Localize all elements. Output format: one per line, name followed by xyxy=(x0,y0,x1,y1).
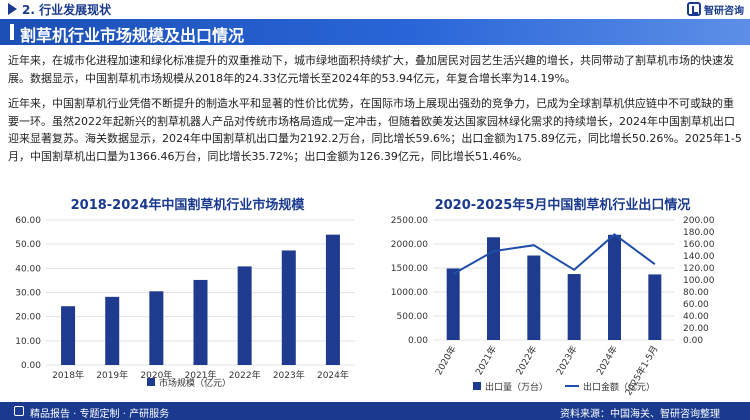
y-right-tick-label: 200.00 xyxy=(683,216,715,226)
y-left-tick-label: 0.00 xyxy=(408,336,428,346)
y-tick-label: 30.00 xyxy=(15,289,41,299)
chart-title-export: 2020-2025年5月中国割草机行业出口情况 xyxy=(434,198,691,213)
bar xyxy=(105,296,120,365)
x-tick-label: 2023年 xyxy=(553,344,579,378)
x-tick-label: 2024年 xyxy=(594,344,620,378)
y-right-tick-label: 160.00 xyxy=(683,240,715,250)
logo-text: 智研咨询 xyxy=(704,5,744,17)
y-tick-label: 0.00 xyxy=(21,361,41,371)
y-right-tick-label: 140.00 xyxy=(683,252,715,262)
x-tick-label: 2019年 xyxy=(96,369,128,381)
brand-logo: 智研咨询 xyxy=(687,1,744,17)
bar xyxy=(567,274,581,340)
y-right-tick-label: 80.00 xyxy=(683,288,709,298)
paragraph-export: 近年来，中国割草机行业凭借不断提升的制造水平和显著的性价比优势，在国际市场上展现… xyxy=(8,97,742,163)
bar xyxy=(325,234,340,365)
title-marker xyxy=(10,24,14,40)
chart-title-market-size: 2018-2024年中国割草机行业市场规模 xyxy=(70,198,305,213)
footer-logo-icon xyxy=(14,406,24,416)
y-right-tick-label: 180.00 xyxy=(683,228,715,238)
bar xyxy=(61,306,76,365)
x-tick-label: 2018年 xyxy=(52,369,84,381)
title-banner: 割草机行业市场规模及出口情况 xyxy=(0,19,750,45)
bar xyxy=(648,274,662,340)
legend-swatch-bar xyxy=(473,382,481,390)
y-left-tick-label: 500.00 xyxy=(397,312,429,322)
y-right-tick-label: 100.00 xyxy=(683,276,715,286)
paragraph-market-size: 近年来，在城市化进程加速和绿化标准提升的双重推动下，城市绿地面积持续扩大，叠加居… xyxy=(8,54,734,85)
x-tick-label: 2022年 xyxy=(513,344,539,378)
x-tick-label: 2022年 xyxy=(229,369,261,381)
y-left-tick-label: 1500.00 xyxy=(391,264,428,274)
y-right-tick-label: 0.00 xyxy=(683,336,703,346)
top-header: 2. 行业发展现状 智研咨询 xyxy=(0,0,750,18)
x-tick-label: 2024年 xyxy=(317,369,349,381)
y-tick-label: 60.00 xyxy=(15,216,41,226)
x-tick-label: 2020年 xyxy=(432,344,458,378)
market-size-chart: 0.00 10.00 20.00 30.00 40.00 50.00 60.00 2018年 2… xyxy=(15,216,355,389)
y-left-tick-label: 2500.00 xyxy=(391,216,428,226)
bar xyxy=(527,255,541,340)
section-label: 2. 行业发展现状 xyxy=(22,3,112,17)
footer-bar: 精品报告 · 专题定制 · 产研服务 资料来源：中国海关、智研咨询整理 xyxy=(0,402,750,420)
line-series xyxy=(452,233,656,275)
bar xyxy=(237,266,252,365)
y-right-tick-label: 120.00 xyxy=(683,264,715,274)
y-left-tick-label: 2000.00 xyxy=(391,240,428,250)
bar xyxy=(281,250,296,365)
y-left-tick-label: 1000.00 xyxy=(391,288,428,298)
bar xyxy=(608,234,621,340)
bar xyxy=(487,237,500,340)
bar xyxy=(446,268,460,340)
y-tick-label: 40.00 xyxy=(15,264,41,274)
y-right-tick-label: 60.00 xyxy=(683,300,709,310)
y-tick-label: 10.00 xyxy=(15,337,41,347)
x-tick-label: 2023年 xyxy=(273,369,305,381)
footer-source: 资料来源：中国海关、智研咨询整理 xyxy=(560,409,720,420)
logo-icon xyxy=(687,2,701,16)
legend-label-line: 出口金额（亿元） xyxy=(583,381,655,393)
legend-label-bar: 出口量（万台） xyxy=(485,381,548,393)
legend-label: 市场规模（亿元） xyxy=(159,377,231,389)
x-tick-label: 2021年 xyxy=(473,344,499,378)
y-tick-label: 50.00 xyxy=(15,240,41,250)
footer-tagline: 精品报告 · 专题定制 · 产研服务 xyxy=(30,409,170,420)
y-right-tick-label: 20.00 xyxy=(683,324,709,334)
page-title: 割草机行业市场规模及出口情况 xyxy=(20,26,245,45)
bar xyxy=(193,279,208,365)
export-chart: 0.00 500.00 1000.00 1500.00 2000.00 2500.00 0.… xyxy=(391,216,715,398)
bar xyxy=(149,291,164,365)
x-tick-label: 2021年 xyxy=(185,369,217,381)
legend-swatch xyxy=(147,378,155,386)
y-right-tick-label: 40.00 xyxy=(683,312,709,322)
section-bullet-icon xyxy=(8,3,17,15)
y-tick-label: 20.00 xyxy=(15,313,41,323)
